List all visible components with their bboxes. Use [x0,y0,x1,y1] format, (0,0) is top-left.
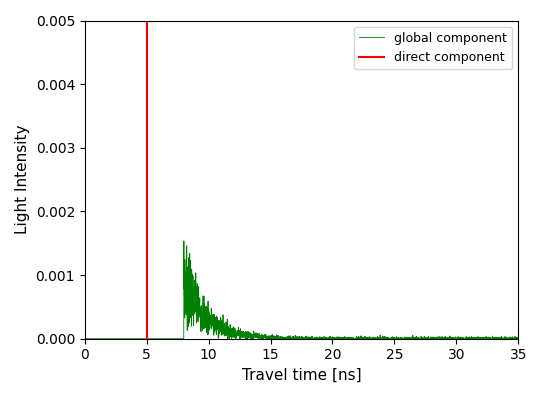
global component [357,336,364,341]
Line: global component: global component [85,241,518,339]
global component [481,335,488,339]
Legend: global component, direct component: global component, direct component [354,27,512,69]
global component [286,334,293,339]
global component [339,336,345,341]
global component [515,336,521,341]
global component [81,336,88,341]
X-axis label: Travel time [ns]: Travel time [ns] [242,368,362,383]
global component [172,336,178,341]
global component [180,239,187,244]
Y-axis label: Light Intensity: Light Intensity [15,125,30,234]
global component [238,332,245,336]
